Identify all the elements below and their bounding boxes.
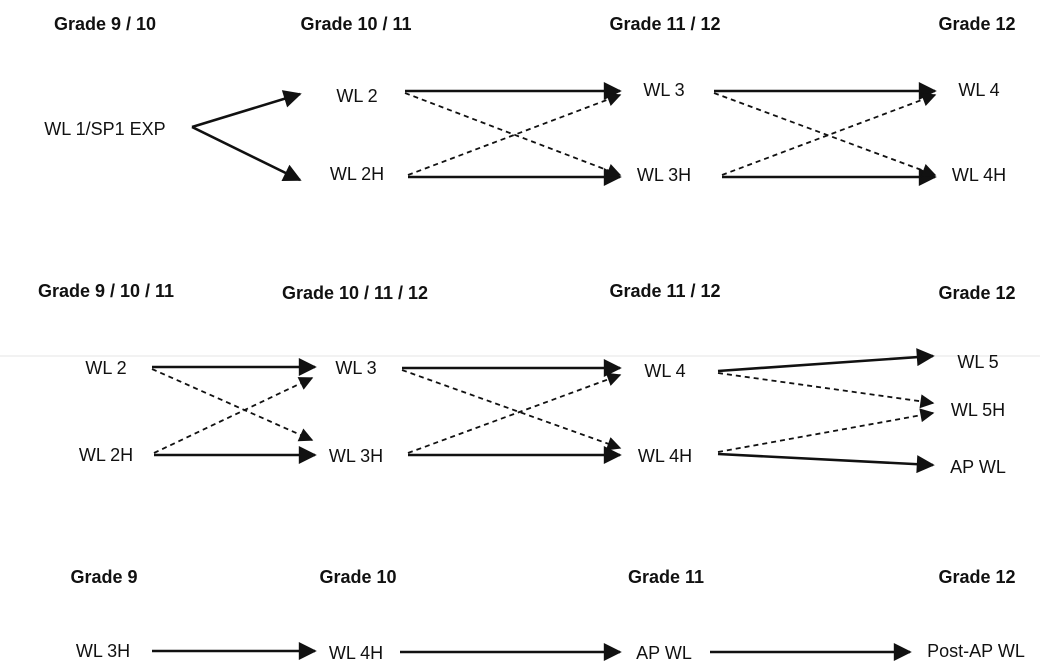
grade-header-4: Grade 12	[938, 567, 1015, 587]
course-node: WL 4H	[329, 643, 383, 662]
solid-arrow	[717, 348, 935, 373]
course-node: WL 2H	[79, 445, 133, 465]
course-node: WL 3H	[637, 165, 691, 185]
course-node: WL 5H	[951, 400, 1005, 420]
dashed-arrow	[407, 372, 622, 454]
grade-header-2: Grade 10	[319, 567, 396, 587]
grade-header-4: Grade 12	[938, 283, 1015, 303]
course-node: WL 2	[336, 86, 377, 106]
dashed-arrow	[721, 92, 937, 176]
course-node: WL 1/SP1 EXP	[44, 119, 165, 139]
solid-arrow	[191, 90, 302, 129]
course-node: WL 4	[644, 361, 685, 381]
grade-header-2: Grade 10 / 11	[300, 14, 411, 34]
grade-header-4: Grade 12	[938, 14, 1015, 34]
course-node: WL 2	[85, 358, 126, 378]
course-node: AP WL	[636, 643, 692, 662]
dashed-arrow	[401, 369, 622, 451]
solid-arrow	[717, 452, 935, 474]
dashed-arrow	[151, 368, 314, 442]
dashed-arrow	[153, 377, 314, 454]
grade-header-1: Grade 9	[70, 567, 137, 587]
pathway-section-3: Grade 9 Grade 10 Grade 11 Grade 12 WL 3H…	[70, 567, 1024, 662]
pathway-section-2: Grade 9 / 10 / 11 Grade 10 / 11 / 12 Gra…	[38, 281, 1016, 477]
course-node: WL 5	[957, 352, 998, 372]
course-node: WL 4H	[638, 446, 692, 466]
dashed-arrow	[407, 92, 622, 176]
dashed-arrow	[713, 92, 937, 178]
course-node: WL 3H	[76, 641, 130, 661]
course-node: WL 4	[958, 80, 999, 100]
course-node: WL 3	[335, 358, 376, 378]
course-node: WL 4H	[952, 165, 1006, 185]
grade-header-3: Grade 11 / 12	[609, 281, 720, 301]
course-node: WL 2H	[330, 164, 384, 184]
dashed-arrow	[404, 92, 622, 178]
pathway-section-1: Grade 9 / 10 Grade 10 / 11 Grade 11 / 12…	[44, 14, 1016, 186]
solid-arrow	[191, 125, 302, 182]
course-node: WL 3H	[329, 446, 383, 466]
dashed-arrow	[717, 408, 935, 453]
course-node: AP WL	[950, 457, 1006, 477]
course-node: Post-AP WL	[927, 641, 1025, 661]
grade-header-1: Grade 9 / 10 / 11	[38, 281, 174, 301]
course-node: WL 3	[643, 80, 684, 100]
grade-header-3: Grade 11	[628, 567, 704, 587]
dashed-arrow	[717, 372, 935, 409]
grade-header-1: Grade 9 / 10	[54, 14, 156, 34]
grade-header-3: Grade 11 / 12	[609, 14, 720, 34]
grade-header-2: Grade 10 / 11 / 12	[282, 283, 428, 303]
